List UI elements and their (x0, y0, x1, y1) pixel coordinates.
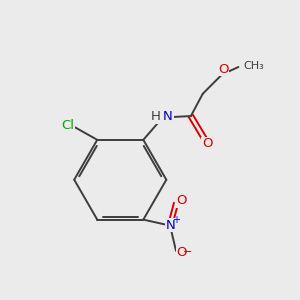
Text: O: O (177, 246, 187, 259)
Text: Cl: Cl (61, 119, 75, 132)
Text: −: − (183, 247, 192, 257)
Text: O: O (177, 194, 187, 207)
Text: N: N (163, 110, 173, 123)
Text: CH₃: CH₃ (244, 61, 265, 70)
Text: O: O (202, 137, 212, 150)
Text: O: O (218, 63, 229, 76)
Text: +: + (172, 215, 180, 225)
Text: H: H (151, 110, 161, 123)
Text: N: N (166, 219, 176, 232)
